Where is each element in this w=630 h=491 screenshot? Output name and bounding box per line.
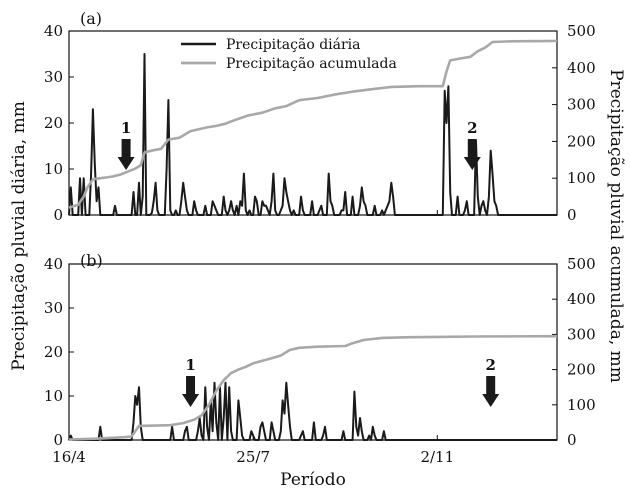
marker-arrow (117, 139, 135, 170)
panel-tag: (b) (80, 251, 103, 270)
x-axis-label: Período (280, 470, 346, 490)
panel-tag: (a) (80, 9, 102, 28)
marker-label: 2 (467, 119, 477, 137)
right-y-tick-label: 0 (567, 431, 577, 449)
left-y-tick-label: 0 (53, 431, 63, 449)
daily-precipitation-line (68, 53, 557, 216)
right-y-tick-label: 200 (567, 361, 596, 379)
right-y-axis-label: Precipitação pluvial acumulada, mm (606, 69, 626, 383)
x-tick-label: 2/11 (420, 448, 454, 466)
legend-label-daily: Precipitação diária (226, 37, 361, 53)
left-y-tick-label: 0 (53, 206, 63, 224)
left-y-tick-label: 30 (44, 68, 63, 86)
left-y-tick-label: 10 (44, 160, 63, 178)
left-y-tick-label: 10 (44, 387, 63, 405)
accumulated-precipitation-line (68, 334, 558, 441)
right-y-tick-label: 0 (567, 206, 577, 224)
marker-arrow (463, 139, 481, 170)
left-y-tick-label: 40 (44, 255, 63, 273)
left-y-tick-label: 20 (44, 114, 63, 132)
left-y-axis-label: Precipitação pluvial diária, mm (9, 101, 29, 371)
daily-precipitation-line (68, 381, 557, 441)
marker-label: 1 (121, 119, 131, 137)
right-y-tick-label: 500 (567, 22, 596, 40)
marker-label: 1 (185, 356, 195, 374)
left-y-tick-label: 40 (44, 22, 63, 40)
marker-arrow (482, 376, 500, 407)
right-y-tick-label: 500 (567, 255, 596, 273)
right-y-tick-label: 300 (567, 96, 596, 114)
plot-frame (68, 263, 558, 441)
x-tick-label: 25/7 (236, 448, 270, 466)
legend-label-accumulated: Precipitação acumulada (226, 56, 397, 72)
right-y-tick-label: 100 (567, 169, 596, 187)
accumulated-precipitation-line (68, 39, 558, 209)
marker-arrow (182, 376, 200, 407)
right-y-tick-label: 200 (567, 132, 596, 150)
left-y-tick-label: 20 (44, 343, 63, 361)
legend: Precipitação diária Precipitação acumula… (181, 37, 397, 72)
marker-label: 2 (485, 356, 495, 374)
right-y-tick-label: 400 (567, 290, 596, 308)
left-y-tick-label: 30 (44, 299, 63, 317)
right-y-tick-label: 400 (567, 59, 596, 77)
right-y-tick-label: 100 (567, 396, 596, 414)
x-tick-label: 16/4 (52, 448, 86, 466)
right-y-tick-label: 300 (567, 325, 596, 343)
